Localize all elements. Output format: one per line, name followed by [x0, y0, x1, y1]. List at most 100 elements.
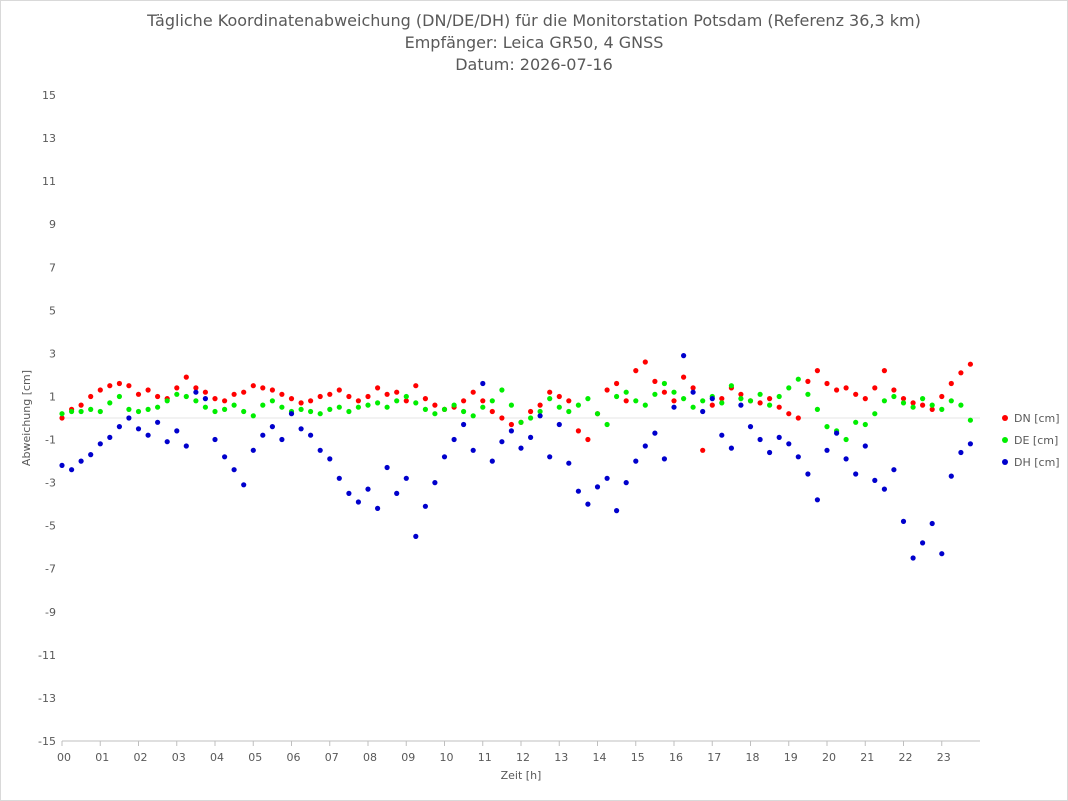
data-point	[642, 359, 648, 365]
data-point	[939, 406, 945, 412]
data-point	[814, 368, 821, 374]
data-point	[269, 398, 275, 404]
data-point	[843, 436, 849, 443]
data-point	[967, 441, 974, 447]
data-point	[69, 408, 75, 415]
y-tick-label: -7	[45, 563, 56, 576]
data-point	[547, 454, 553, 460]
data-point	[623, 480, 629, 486]
data-point	[317, 411, 323, 417]
legend-label: DH [cm]	[1014, 456, 1060, 469]
data-point	[910, 555, 916, 561]
data-point	[738, 396, 744, 402]
data-point	[298, 406, 304, 412]
data-point	[757, 391, 763, 397]
data-point	[738, 391, 744, 397]
data-point	[202, 404, 208, 410]
data-point	[900, 400, 907, 406]
data-point	[155, 404, 161, 410]
data-point	[805, 378, 811, 384]
data-point	[690, 385, 696, 391]
data-point	[728, 445, 735, 451]
data-point	[451, 402, 457, 408]
data-point	[355, 404, 361, 410]
data-point	[767, 449, 773, 456]
data-point	[967, 417, 974, 423]
data-point	[814, 497, 821, 503]
data-point	[135, 408, 142, 415]
data-point	[738, 402, 744, 408]
data-point	[709, 396, 715, 402]
data-point	[384, 404, 390, 410]
data-point	[422, 396, 428, 402]
data-point	[547, 389, 553, 395]
data-point	[614, 380, 620, 387]
data-point	[757, 436, 763, 443]
data-point	[375, 385, 381, 391]
data-point	[451, 436, 457, 443]
data-point	[508, 402, 514, 408]
data-point	[375, 505, 381, 511]
data-point	[470, 413, 476, 419]
data-point	[164, 398, 170, 404]
data-point	[556, 393, 562, 400]
data-point	[910, 400, 916, 406]
data-point	[97, 441, 103, 447]
data-point	[948, 380, 954, 387]
x-tick-label: 20	[822, 751, 836, 764]
data-point	[88, 406, 94, 412]
y-tick-label: 9	[49, 218, 56, 231]
data-point	[652, 430, 658, 436]
data-point	[556, 421, 562, 428]
legend-label: DN [cm]	[1014, 412, 1060, 425]
y-tick-label: 7	[49, 261, 56, 274]
data-point	[145, 432, 151, 438]
data-point	[537, 413, 543, 419]
x-tick-label: 21	[860, 751, 874, 764]
data-point	[241, 389, 247, 395]
data-point	[805, 471, 811, 477]
x-tick-label: 23	[937, 751, 951, 764]
data-point	[747, 424, 754, 430]
data-point	[308, 398, 314, 404]
data-point	[776, 404, 782, 410]
series-2	[59, 353, 974, 561]
data-point	[566, 408, 572, 415]
data-point	[59, 411, 65, 417]
data-point	[872, 385, 878, 391]
x-tick-label: 06	[287, 751, 301, 764]
data-point	[614, 508, 620, 514]
data-point	[671, 404, 677, 410]
data-point	[862, 421, 868, 428]
data-point	[528, 434, 534, 440]
data-point	[499, 387, 505, 393]
data-point	[614, 393, 620, 400]
data-point	[929, 520, 935, 527]
data-point	[202, 396, 208, 402]
data-point	[365, 393, 371, 400]
data-point	[671, 389, 677, 395]
data-point	[642, 402, 648, 408]
data-point	[260, 432, 266, 438]
data-point	[346, 393, 352, 400]
data-point	[88, 452, 94, 458]
data-point	[327, 391, 333, 397]
data-point	[222, 398, 228, 404]
data-point	[212, 396, 218, 402]
data-point	[317, 393, 323, 400]
data-point	[174, 428, 180, 434]
series-0	[59, 359, 974, 453]
data-point	[327, 456, 333, 462]
data-point	[413, 400, 419, 406]
data-point	[814, 406, 821, 412]
chart-subtitle-date: Datum: 2026-07-16	[455, 55, 613, 74]
data-point	[681, 353, 687, 359]
data-point	[786, 385, 792, 391]
data-point	[604, 387, 610, 393]
data-point	[355, 499, 361, 505]
x-tick-label: 11	[478, 751, 492, 764]
data-point	[403, 475, 409, 481]
data-point	[126, 383, 132, 389]
data-point	[623, 389, 629, 395]
data-point	[394, 398, 400, 404]
